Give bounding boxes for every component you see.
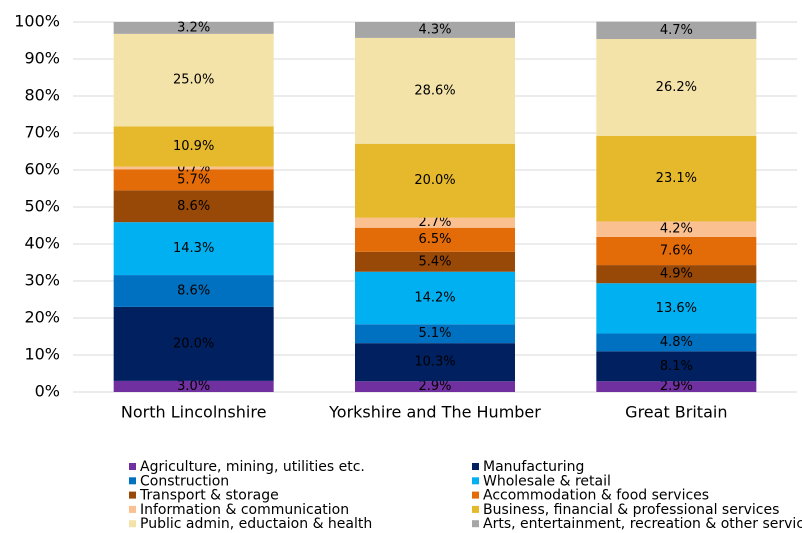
data-label: 2.9% bbox=[418, 379, 451, 394]
legend-label: Construction bbox=[140, 473, 229, 489]
legend-swatch bbox=[129, 491, 136, 499]
data-label: 14.2% bbox=[414, 291, 455, 306]
y-tick-label: 30% bbox=[24, 271, 60, 290]
bar-segment bbox=[596, 265, 757, 284]
legend-label: Accommodation & food services bbox=[483, 488, 709, 504]
data-label: 20.0% bbox=[414, 173, 455, 188]
legend-swatch bbox=[472, 491, 479, 499]
y-tick-label: 70% bbox=[24, 123, 60, 142]
data-label: 8.1% bbox=[660, 359, 693, 374]
data-label: 4.8% bbox=[660, 335, 693, 350]
bar-segment bbox=[355, 324, 515, 344]
bar-segment bbox=[113, 222, 274, 276]
y-tick-label: 90% bbox=[24, 49, 60, 68]
bar-segment bbox=[596, 351, 757, 382]
data-label: 8.6% bbox=[177, 199, 210, 214]
data-label: 14.3% bbox=[173, 241, 214, 256]
bar-segment bbox=[596, 381, 757, 392]
bar-segment bbox=[113, 33, 274, 127]
y-tick-label: 10% bbox=[24, 345, 60, 364]
bar-segment bbox=[596, 221, 757, 237]
bar-segment bbox=[596, 236, 757, 266]
bar-segment bbox=[113, 22, 274, 34]
bar-segment bbox=[355, 37, 515, 144]
y-tick-label: 100% bbox=[14, 12, 60, 31]
data-label: 23.1% bbox=[656, 171, 697, 186]
data-label: 25.0% bbox=[173, 73, 214, 88]
bar-segment bbox=[596, 333, 757, 352]
bar-segment bbox=[113, 169, 274, 191]
bar-segment bbox=[596, 39, 757, 136]
data-label: 28.6% bbox=[414, 83, 455, 98]
data-label: 5.1% bbox=[418, 326, 451, 341]
data-label: 4.2% bbox=[660, 222, 693, 237]
data-label: 5.4% bbox=[418, 254, 451, 269]
bar-segment bbox=[355, 343, 515, 382]
x-tick-label: Yorkshire and The Humber bbox=[328, 403, 541, 422]
legend-label: Public admin, eductaion & health bbox=[140, 516, 372, 532]
legend-swatch bbox=[129, 505, 136, 513]
y-tick-label: 0% bbox=[35, 382, 60, 401]
bar-segment bbox=[113, 166, 274, 170]
bar-segment bbox=[596, 21, 757, 40]
data-label: 10.3% bbox=[414, 355, 455, 370]
legend-swatch bbox=[472, 477, 479, 485]
y-tick-label: 50% bbox=[24, 197, 60, 216]
legend-label: Manufacturing bbox=[483, 459, 584, 475]
data-label: 10.9% bbox=[173, 139, 214, 154]
legend-swatch bbox=[129, 463, 136, 470]
y-tick-label: 60% bbox=[24, 160, 60, 179]
data-label: 3.0% bbox=[177, 379, 210, 394]
bar-segment bbox=[596, 283, 757, 334]
legend-label: Transport & storage bbox=[139, 488, 279, 504]
legend-swatch bbox=[129, 520, 136, 528]
bar-segment bbox=[355, 251, 515, 272]
bar-segment bbox=[113, 275, 274, 307]
legend-swatch bbox=[472, 463, 479, 470]
data-label: 20.0% bbox=[173, 336, 214, 351]
data-label: 2.7% bbox=[418, 215, 451, 230]
data-label: 4.9% bbox=[660, 267, 693, 282]
legend-label: Wholesale & retail bbox=[483, 473, 611, 489]
legend-label: Agriculture, mining, utilities etc. bbox=[140, 459, 365, 475]
y-tick-label: 40% bbox=[24, 234, 60, 253]
data-label: 8.6% bbox=[177, 283, 210, 298]
bar-segment bbox=[355, 227, 515, 252]
x-tick-label: North Lincolnshire bbox=[121, 403, 267, 422]
data-label: 13.6% bbox=[656, 301, 697, 316]
legend-label: Business, financial & professional servi… bbox=[483, 502, 779, 518]
bar-segment bbox=[113, 126, 274, 167]
bar-segment bbox=[355, 271, 515, 325]
bar-segment bbox=[113, 306, 274, 381]
legend-swatch bbox=[129, 477, 136, 485]
data-label: 26.2% bbox=[656, 80, 697, 95]
bar-segment bbox=[596, 135, 757, 222]
legend-label: Information & communication bbox=[140, 502, 349, 518]
bar-segment bbox=[113, 380, 274, 392]
bar-segment bbox=[355, 381, 515, 392]
data-label: 7.6% bbox=[660, 244, 693, 259]
bar-segment bbox=[355, 22, 515, 38]
x-tick-label: Great Britain bbox=[625, 403, 727, 422]
legend-label: Arts, entertainment, recreation & other … bbox=[483, 516, 802, 532]
bar-segment bbox=[355, 217, 515, 228]
legend-swatch bbox=[472, 505, 479, 513]
legend-swatch bbox=[472, 520, 479, 528]
data-label: 4.7% bbox=[660, 23, 693, 38]
data-label: 4.3% bbox=[418, 22, 451, 37]
data-label: 5.7% bbox=[177, 172, 210, 187]
y-tick-label: 20% bbox=[24, 308, 60, 327]
data-label: 6.5% bbox=[418, 232, 451, 247]
data-label: 3.2% bbox=[177, 20, 210, 35]
bar-segment bbox=[355, 143, 515, 218]
y-tick-label: 80% bbox=[24, 86, 60, 105]
bar-segment bbox=[113, 190, 274, 223]
data-label: 2.9% bbox=[660, 379, 693, 394]
